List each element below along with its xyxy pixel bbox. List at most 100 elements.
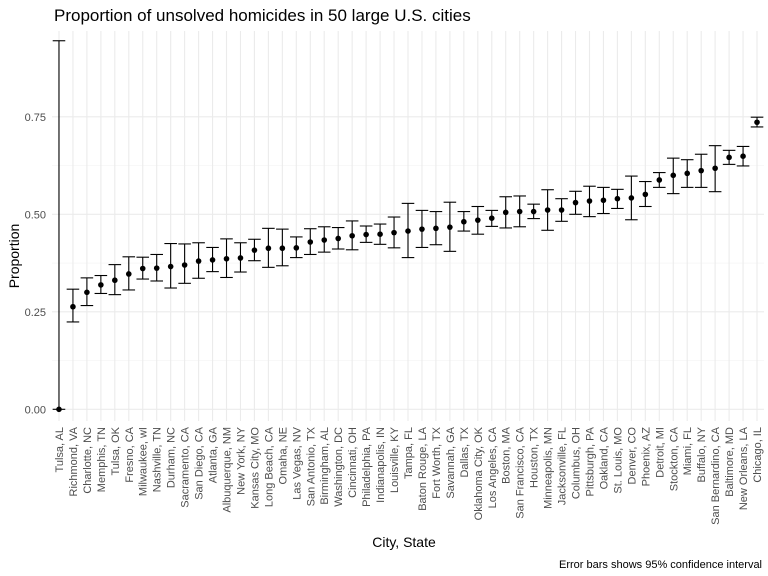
y-tick-label: 0.00 bbox=[25, 404, 46, 416]
data-point bbox=[447, 224, 453, 230]
data-point bbox=[475, 217, 481, 223]
x-tick-label: Fort Worth, TX bbox=[431, 426, 443, 498]
x-tick-label: Milwaukee, wI bbox=[138, 427, 150, 496]
data-point bbox=[223, 255, 230, 262]
x-tick-label: Richmond, VA bbox=[68, 426, 80, 496]
x-tick-label: Oakland, CA bbox=[598, 426, 610, 489]
x-tick-label: Detroit, MI bbox=[654, 427, 666, 478]
x-tick-label: Los Angeles, CA bbox=[487, 426, 499, 508]
data-point bbox=[740, 153, 746, 159]
x-tick-label: San Antonio, TX bbox=[305, 426, 317, 506]
chart-title: Proportion of unsolved homicides in 50 l… bbox=[54, 6, 471, 25]
x-tick-label: Charlotte, NC bbox=[82, 427, 94, 494]
x-tick-label: St. Louis, MO bbox=[612, 427, 624, 494]
data-point bbox=[530, 208, 537, 215]
data-point bbox=[181, 262, 188, 268]
x-tick-label: Las Vegas, NV bbox=[291, 426, 303, 499]
data-point bbox=[572, 199, 579, 206]
x-tick-label: San Diego, CA bbox=[194, 426, 206, 499]
x-tick-label: Baton Rouge, LA bbox=[417, 426, 429, 510]
x-tick-label: Washington, DC bbox=[333, 427, 345, 507]
x-tick-label: Stockton, CA bbox=[668, 426, 680, 491]
data-point bbox=[279, 245, 286, 252]
data-point bbox=[670, 172, 677, 179]
data-point bbox=[167, 263, 174, 270]
x-tick-label: Buffalo, NY bbox=[696, 426, 708, 482]
data-point bbox=[516, 208, 523, 215]
data-point bbox=[614, 195, 621, 202]
data-point bbox=[84, 289, 90, 296]
x-tick-label: Jacksonville, FL bbox=[557, 427, 569, 505]
x-tick-label: Memphis, TN bbox=[96, 427, 108, 492]
x-tick-label: Philadelphia, PA bbox=[361, 426, 373, 507]
data-point bbox=[153, 265, 160, 271]
data-point bbox=[754, 119, 760, 126]
x-tick-label: Chicago, IL bbox=[752, 427, 764, 483]
data-point bbox=[98, 282, 104, 288]
x-tick-label: San Francisco, CA bbox=[515, 426, 527, 518]
data-point bbox=[656, 177, 663, 183]
chart-caption: Error bars shows 95% confidence interval bbox=[559, 559, 762, 571]
y-axis-title: Proportion bbox=[6, 224, 22, 289]
data-point bbox=[363, 231, 369, 238]
x-tick-label: Cincinnati, OH bbox=[347, 427, 359, 498]
x-tick-label: Minneapolis, MN bbox=[543, 427, 555, 509]
data-point bbox=[377, 231, 383, 237]
data-point bbox=[558, 207, 565, 213]
data-point bbox=[712, 165, 718, 172]
x-tick-label: Pittsburgh, PA bbox=[584, 426, 596, 496]
x-tick-label: Fresno, CA bbox=[124, 426, 136, 482]
x-tick-label: Tampa, FL bbox=[403, 427, 415, 479]
data-point bbox=[600, 197, 607, 204]
grid bbox=[52, 31, 764, 421]
data-point bbox=[488, 215, 495, 221]
data-point bbox=[307, 239, 314, 245]
error-bar bbox=[52, 40, 66, 410]
x-tick-label: Kansas City, MO bbox=[249, 427, 261, 509]
x-tick-label: Atlanta, GA bbox=[208, 426, 220, 483]
data-point bbox=[502, 209, 509, 216]
x-tick-label: Phoenix, AZ bbox=[640, 427, 652, 487]
data-point bbox=[391, 229, 397, 236]
data-point bbox=[349, 232, 355, 239]
data-point bbox=[544, 207, 551, 213]
x-tick-label: Albuquerque, NM bbox=[222, 427, 234, 513]
data-point bbox=[70, 303, 76, 310]
x-tick-label: New Orleans, LA bbox=[738, 426, 750, 510]
x-tick-label: New York, NY bbox=[235, 426, 247, 495]
data-point bbox=[237, 255, 244, 261]
data-point bbox=[251, 247, 258, 253]
y-axis-ticks: 0.00 0.25 0.50 0.75 bbox=[25, 112, 46, 416]
x-tick-label: Sacramento, CA bbox=[180, 426, 192, 507]
data-point bbox=[726, 154, 732, 161]
y-tick-label: 0.50 bbox=[25, 209, 46, 221]
x-tick-label: Oklahoma City, OK bbox=[473, 426, 485, 520]
data-point bbox=[586, 198, 593, 204]
x-tick-label: Durham, NC bbox=[166, 427, 178, 488]
x-tick-label: Long Beach, CA bbox=[263, 426, 275, 507]
x-tick-label: Columbus, OH bbox=[571, 427, 583, 499]
x-tick-label: Miami, FL bbox=[682, 427, 694, 475]
data-point bbox=[405, 228, 411, 234]
x-tick-label: Nashville, TN bbox=[152, 427, 164, 492]
data-point bbox=[125, 271, 132, 277]
data-point bbox=[321, 237, 328, 243]
data-point bbox=[642, 191, 649, 198]
data-point bbox=[56, 406, 62, 413]
data-point bbox=[293, 245, 300, 251]
x-tick-label: Tulsa, OK bbox=[110, 426, 122, 475]
data-point bbox=[628, 195, 635, 201]
data-point bbox=[209, 257, 216, 263]
x-tick-label: Boston, MA bbox=[501, 426, 513, 484]
x-tick-label: Houston, TX bbox=[529, 426, 541, 488]
x-tick-label: Louisville, KY bbox=[389, 426, 401, 493]
x-axis-title: City, State bbox=[372, 534, 436, 550]
x-tick-label: Denver, CO bbox=[626, 427, 638, 485]
data-point bbox=[265, 245, 272, 252]
data-point bbox=[335, 235, 341, 242]
x-axis-ticks: Tulsa, AL Richmond, VA Charlotte, NC Memphi… bbox=[54, 426, 764, 525]
x-tick-label: Baltimore, MD bbox=[724, 427, 736, 497]
data-point bbox=[461, 218, 467, 225]
